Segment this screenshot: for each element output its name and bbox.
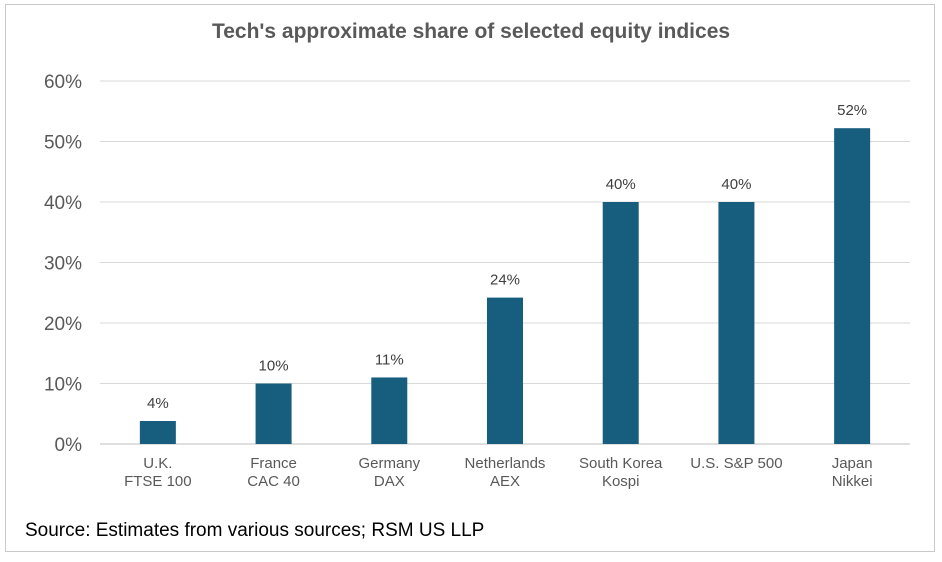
data-label: 24%	[490, 272, 520, 289]
data-label: 40%	[721, 176, 751, 193]
y-tick-label: 10%	[44, 375, 82, 396]
x-tick-label: U.K. FTSE 100	[124, 455, 192, 490]
y-tick-label: 30%	[44, 254, 82, 275]
y-tick-label: 0%	[55, 435, 83, 456]
bar	[255, 383, 292, 444]
x-tick-label: U.S. S&P 500	[690, 455, 782, 472]
bar	[139, 421, 176, 444]
x-tick-label: South Korea Kospi	[579, 455, 663, 490]
x-tick-label: Netherlands AEX	[465, 455, 546, 490]
chart-frame	[5, 4, 935, 552]
bar	[602, 202, 639, 444]
y-tick-label: 60%	[44, 72, 82, 93]
data-label: 10%	[259, 358, 289, 375]
source-note: Source: Estimates from various sources; …	[25, 520, 485, 541]
data-label: 40%	[606, 176, 636, 193]
bar	[371, 377, 408, 444]
y-tick-label: 40%	[44, 193, 82, 214]
x-tick-label: Germany DAX	[358, 455, 420, 490]
data-label: 52%	[837, 102, 867, 119]
y-tick-label: 20%	[44, 314, 82, 335]
x-tick-label: France CAC 40	[247, 455, 300, 490]
data-label: 4%	[147, 395, 169, 412]
bar	[834, 128, 871, 444]
y-tick-label: 50%	[44, 133, 82, 154]
bar	[487, 297, 523, 444]
x-tick-label: Japan Nikkei	[832, 455, 873, 490]
chart-title: Tech's approximate share of selected equ…	[211, 20, 731, 43]
bar	[718, 202, 755, 444]
data-label: 11%	[375, 351, 404, 368]
